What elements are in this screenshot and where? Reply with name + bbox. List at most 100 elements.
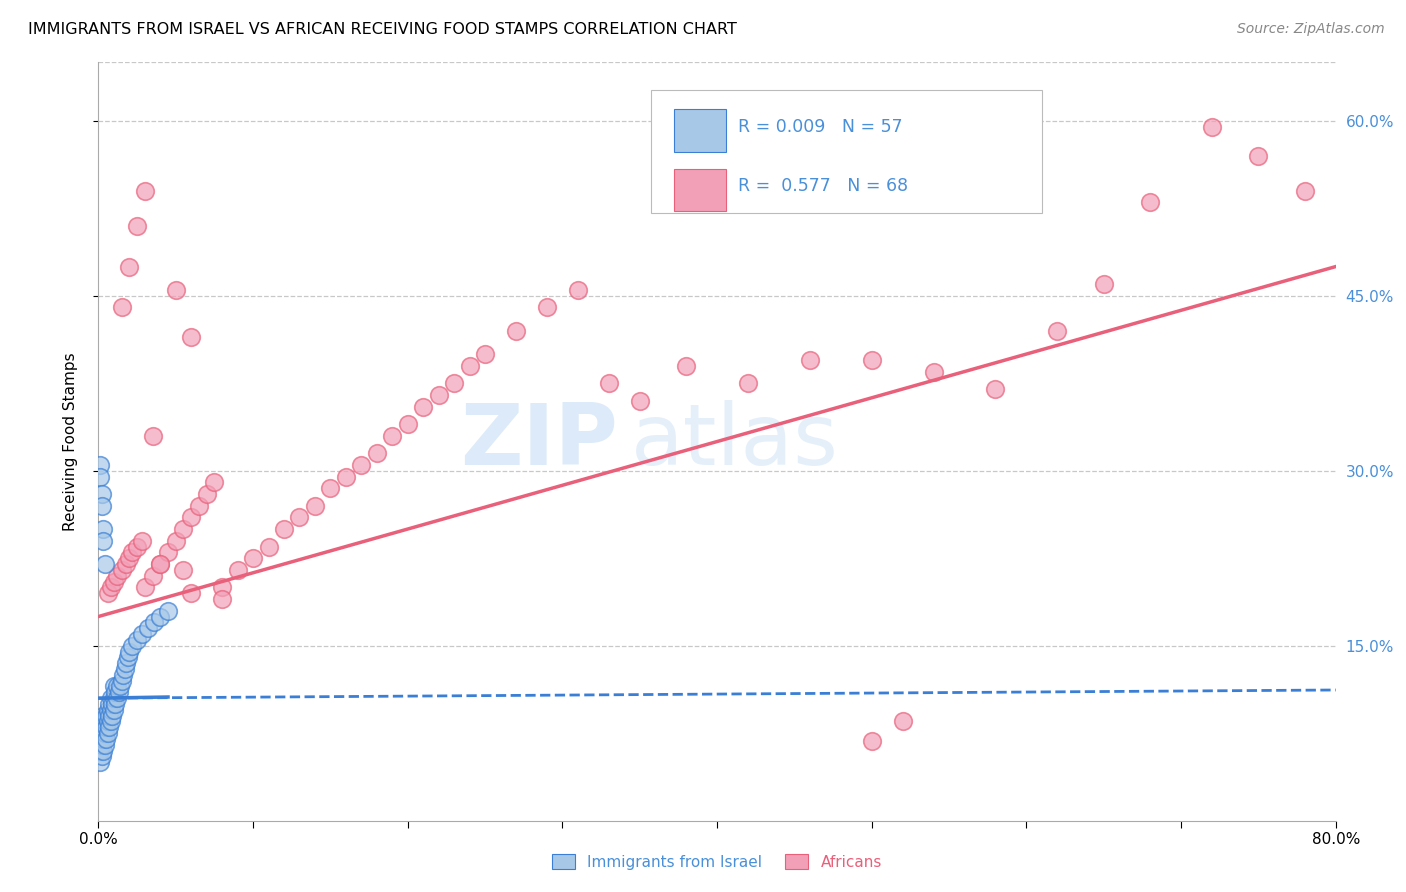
Point: [675, 359, 697, 373]
Point: [118, 260, 141, 274]
Point: [335, 469, 357, 483]
Point: [105, 568, 128, 582]
Point: [111, 301, 132, 315]
Point: [98, 708, 121, 723]
Point: [91, 731, 114, 746]
Point: [114, 662, 136, 676]
Point: [127, 219, 149, 233]
Point: [100, 580, 122, 594]
Point: [427, 388, 450, 402]
Text: Source: ZipAtlas.com: Source: ZipAtlas.com: [1237, 22, 1385, 37]
Point: [474, 347, 496, 361]
Point: [96, 731, 118, 746]
Point: [121, 545, 143, 559]
Point: [91, 720, 114, 734]
Point: [127, 540, 149, 554]
Point: [115, 656, 138, 670]
Point: [304, 499, 326, 513]
Point: [134, 580, 156, 594]
Point: [112, 668, 135, 682]
Point: [180, 510, 202, 524]
Point: [412, 400, 434, 414]
Point: [226, 563, 249, 577]
Point: [799, 352, 821, 367]
Point: [96, 720, 118, 734]
Point: [366, 446, 388, 460]
Point: [111, 673, 132, 688]
Point: [505, 324, 527, 338]
Point: [91, 744, 114, 758]
Point: [89, 731, 111, 746]
Point: [100, 714, 122, 729]
Y-axis label: Receiving Food Stamps: Receiving Food Stamps: [63, 352, 77, 531]
FancyBboxPatch shape: [673, 110, 725, 152]
Point: [93, 557, 115, 571]
Point: [984, 382, 1007, 396]
Point: [149, 609, 172, 624]
Point: [204, 475, 226, 490]
Text: R =  0.577   N = 68: R = 0.577 N = 68: [738, 177, 908, 195]
Point: [127, 632, 149, 647]
Point: [89, 469, 111, 483]
Point: [141, 428, 165, 442]
Point: [93, 714, 115, 729]
Point: [1247, 149, 1270, 163]
Point: [443, 376, 465, 391]
Point: [273, 522, 295, 536]
Point: [922, 365, 945, 379]
Point: [288, 510, 311, 524]
Point: [1294, 184, 1316, 198]
Point: [1092, 277, 1115, 291]
Point: [157, 545, 180, 559]
Point: [257, 540, 280, 554]
Point: [149, 557, 172, 571]
Point: [567, 283, 589, 297]
Legend: Immigrants from Israel, Africans: Immigrants from Israel, Africans: [544, 847, 890, 878]
Text: R = 0.009   N = 57: R = 0.009 N = 57: [738, 118, 903, 136]
Point: [211, 592, 233, 607]
Point: [118, 644, 141, 658]
Point: [1201, 120, 1223, 134]
Point: [89, 756, 111, 770]
Point: [93, 726, 115, 740]
Point: [149, 557, 172, 571]
Point: [628, 393, 651, 408]
Point: [131, 627, 153, 641]
Point: [536, 301, 558, 315]
Point: [91, 522, 114, 536]
Point: [172, 563, 194, 577]
Point: [89, 744, 111, 758]
Point: [93, 738, 115, 752]
Point: [891, 714, 914, 729]
Point: [91, 533, 114, 548]
Point: [105, 680, 128, 694]
Point: [90, 499, 112, 513]
Text: atlas: atlas: [630, 400, 838, 483]
Point: [134, 184, 156, 198]
Point: [103, 574, 125, 589]
Point: [104, 697, 127, 711]
Point: [97, 726, 120, 740]
Point: [121, 639, 143, 653]
Point: [157, 604, 180, 618]
Point: [143, 615, 166, 630]
Point: [103, 703, 125, 717]
Point: [180, 329, 202, 343]
Point: [131, 533, 153, 548]
Point: [111, 563, 132, 577]
Point: [118, 551, 141, 566]
Point: [100, 691, 122, 706]
Text: ZIP: ZIP: [460, 400, 619, 483]
Point: [90, 487, 112, 501]
Point: [165, 533, 187, 548]
Point: [1046, 324, 1069, 338]
Point: [117, 650, 139, 665]
Point: [211, 580, 233, 594]
Point: [105, 691, 128, 706]
Point: [97, 586, 120, 600]
Point: [98, 697, 121, 711]
Point: [90, 738, 112, 752]
Point: [136, 621, 159, 635]
Point: [598, 376, 620, 391]
Point: [172, 522, 194, 536]
